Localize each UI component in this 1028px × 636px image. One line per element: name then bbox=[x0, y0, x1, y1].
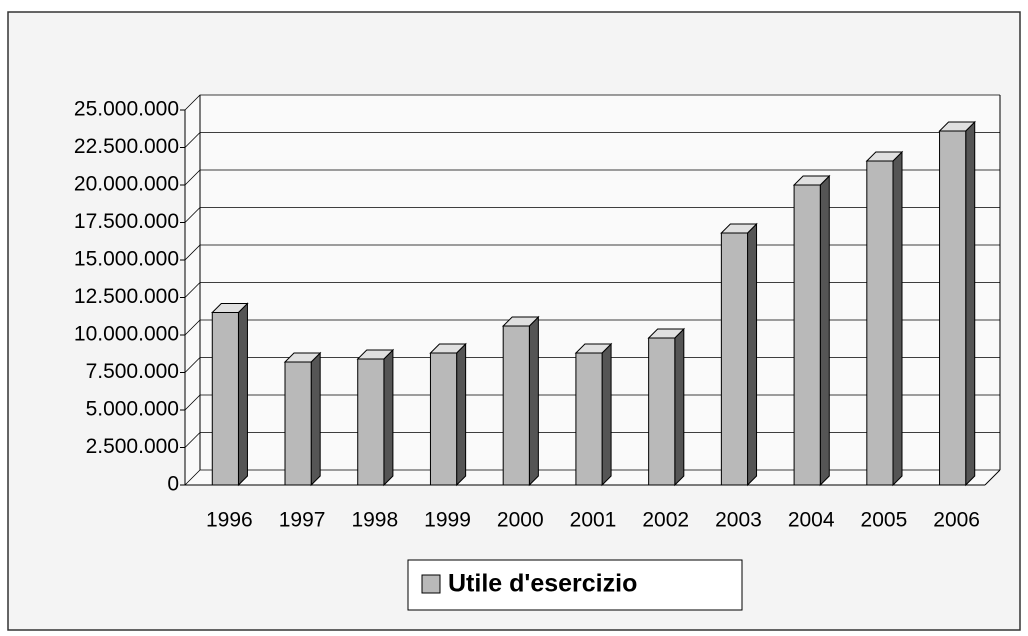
legend-box bbox=[407, 559, 743, 611]
bar bbox=[865, 150, 904, 487]
bar-face bbox=[648, 337, 676, 486]
y-tick-label: 12.500.000 bbox=[74, 285, 179, 308]
floor-edge bbox=[984, 469, 1001, 486]
bar-face bbox=[284, 361, 312, 486]
y-tick-label: 7.500.000 bbox=[86, 360, 179, 383]
bar-face bbox=[575, 352, 603, 486]
x-tick-label: 2004 bbox=[788, 509, 835, 532]
bar-face bbox=[310, 351, 321, 487]
bar-face bbox=[892, 150, 903, 487]
x-tick-label: 1996 bbox=[206, 509, 253, 532]
grid-line bbox=[184, 207, 1000, 223]
bar-face bbox=[939, 130, 967, 486]
bar-face bbox=[383, 348, 394, 487]
y-tick-label: 2.500.000 bbox=[86, 435, 179, 458]
bar-face bbox=[528, 315, 539, 487]
x-tick-label: 2002 bbox=[642, 509, 689, 532]
grid-line bbox=[184, 132, 1000, 148]
x-tick-label: 2006 bbox=[933, 509, 980, 532]
x-tick-label: 2005 bbox=[861, 509, 908, 532]
x-tick-label: 1999 bbox=[424, 509, 471, 532]
bar-face bbox=[211, 312, 239, 486]
bar-face bbox=[819, 174, 830, 487]
x-tick-label: 2001 bbox=[570, 509, 617, 532]
x-tick-label: 2003 bbox=[715, 509, 762, 532]
grid-line bbox=[184, 169, 1000, 186]
bar-face bbox=[747, 222, 758, 487]
bar-face bbox=[357, 358, 385, 486]
bar-face bbox=[429, 352, 458, 486]
bar bbox=[356, 348, 395, 487]
bar-face bbox=[237, 302, 248, 487]
bar-face bbox=[965, 120, 976, 487]
y-tick-label: 22.500.000 bbox=[74, 135, 179, 158]
bar bbox=[574, 342, 613, 487]
bar bbox=[792, 174, 831, 487]
bar-face bbox=[674, 327, 685, 487]
x-tick-label: 1997 bbox=[279, 509, 326, 532]
y-tick-label: 25.000.000 bbox=[74, 98, 179, 121]
bar-face bbox=[720, 232, 749, 486]
x-tick-label: 2000 bbox=[497, 509, 544, 532]
bar bbox=[501, 315, 540, 487]
bar-face bbox=[502, 325, 530, 486]
bar bbox=[647, 327, 686, 487]
bar-face bbox=[793, 184, 821, 486]
y-tick-label: 17.500.000 bbox=[74, 210, 179, 233]
y-tick-label: 20.000.000 bbox=[74, 173, 179, 196]
grid-line bbox=[184, 94, 1000, 111]
legend-label: Utile d'esercizio bbox=[448, 570, 637, 598]
bar-face bbox=[601, 342, 612, 487]
bar bbox=[283, 351, 322, 487]
bar-face bbox=[456, 342, 467, 487]
bar-face bbox=[866, 160, 894, 486]
bar bbox=[429, 342, 467, 487]
legend-swatch bbox=[421, 574, 441, 594]
bar bbox=[720, 222, 758, 487]
y-tick-label: 0 bbox=[167, 473, 179, 496]
bar bbox=[938, 120, 976, 487]
x-tick-label: 1998 bbox=[351, 509, 398, 532]
bar bbox=[211, 302, 249, 487]
y-tick-label: 5.000.000 bbox=[86, 398, 179, 421]
y-tick-label: 10.000.000 bbox=[74, 323, 179, 346]
y-tick-label: 15.000.000 bbox=[74, 248, 179, 271]
